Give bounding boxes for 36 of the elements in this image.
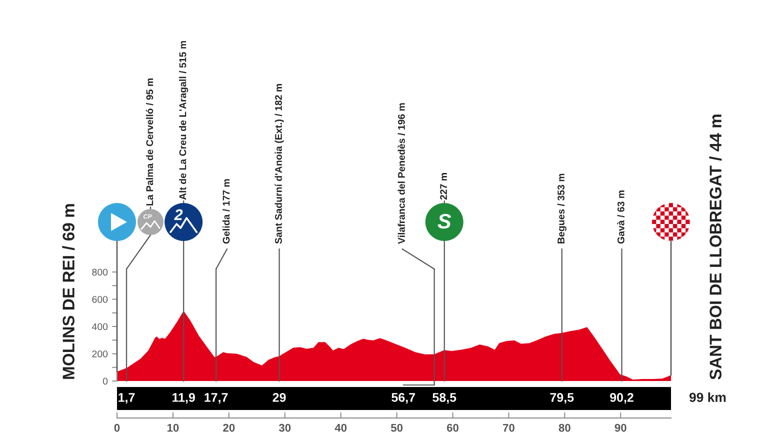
y-tick-label: 400 — [92, 323, 108, 330]
x2-tick-label: 11,9 — [172, 393, 195, 404]
x-tick-label: 30 — [278, 424, 291, 432]
ref-line-label: 227 m — [440, 173, 447, 200]
x2-tick-label: 90,2 — [610, 393, 634, 404]
x-tick-label: 90 — [614, 424, 626, 432]
ref-line-label: Alt de La Creu de L'Aragall / 515 m — [179, 41, 188, 200]
x-tick-label: 70 — [503, 424, 514, 432]
x-tick-label: 10 — [167, 424, 179, 432]
x2-tick-label: 1,7 — [118, 393, 135, 404]
ref-line-label: Sant Sadurní d'Anoia (Ext.) / 182 m — [274, 84, 284, 244]
x2-tick-label: 58,5 — [432, 393, 456, 404]
x2-axis-title: 99 km — [689, 392, 726, 402]
x-tick-label: 50 — [390, 424, 403, 432]
ref-line-label: Vilafranca del Penedès / 196 m — [398, 103, 405, 244]
text: 2 — [174, 209, 183, 220]
annotation: 56,7 — [392, 393, 415, 404]
x-tick-label: 80 — [558, 424, 570, 432]
x2-tick-label: 79,5 — [550, 393, 574, 404]
ref-line-label: Gavà / 63 m — [617, 190, 624, 244]
x-tick-label: 0 — [114, 424, 120, 432]
ref-line-label: Gelida / 177 m — [222, 179, 230, 244]
x-tick-label: 40 — [334, 424, 347, 432]
ref-line-label: La Palma de Cervelló / 95 m — [146, 78, 154, 206]
y-tick-label: 800 — [92, 268, 108, 276]
y-tick-label: 600 — [92, 296, 108, 303]
text: S — [438, 214, 452, 229]
y-tick-label: 200 — [92, 350, 108, 358]
y-tick-label: 0 — [102, 378, 108, 385]
x2-tick-label: 29 — [272, 393, 286, 402]
annotation: SANT BOI DE LLOBREGAT / 44 m — [709, 114, 722, 380]
x-tick-label: 20 — [223, 424, 235, 432]
x-tick-label: 60 — [446, 424, 458, 432]
x2-tick-label: 17,7 — [204, 393, 228, 404]
annotation: MOLINS DE REI / 69 m — [62, 204, 75, 379]
ref-line-label: Begues / 353 m — [557, 174, 566, 244]
